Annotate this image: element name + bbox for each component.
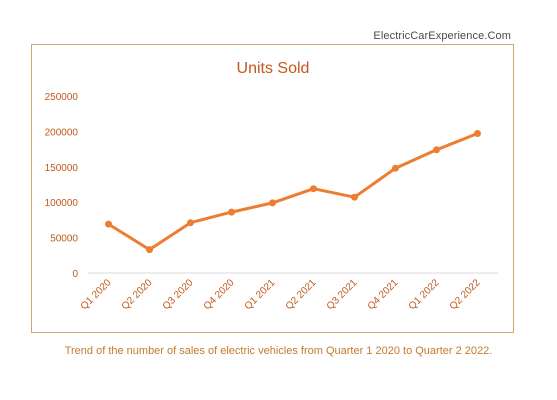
- y-tick-label: 250000: [45, 92, 79, 103]
- data-point: [228, 208, 235, 216]
- x-tick-label: Q4 2021: [366, 277, 401, 312]
- data-point: [187, 219, 194, 227]
- x-tick-label: Q1 2021: [243, 277, 278, 312]
- y-tick-label: 100000: [45, 198, 79, 209]
- chart-frame: [31, 44, 514, 333]
- x-tick-label: Q4 2020: [202, 277, 237, 312]
- x-tick-label: Q1 2022: [407, 277, 442, 312]
- chart-title: Units Sold: [237, 60, 310, 77]
- series-group: [105, 130, 481, 254]
- data-point: [433, 146, 440, 154]
- data-point: [392, 164, 399, 172]
- chart-caption: Trend of the number of sales of electric…: [64, 345, 493, 357]
- y-tick-label: 200000: [45, 127, 79, 138]
- data-point: [351, 193, 358, 201]
- series-line: [107, 132, 479, 252]
- data-point: [474, 130, 481, 137]
- x-tick-label: Q3 2021: [325, 277, 360, 312]
- y-tick-label: 0: [72, 269, 78, 280]
- x-tick-label: Q1 2020: [79, 277, 114, 312]
- data-point: [269, 199, 276, 207]
- data-point: [146, 246, 153, 254]
- data-point: [105, 220, 112, 228]
- site-label: ElectricCarExperience.Com: [373, 30, 511, 42]
- x-tick-label: Q2 2020: [120, 277, 155, 312]
- x-tick-label: Q3 2020: [161, 277, 196, 312]
- x-tick-label: Q2 2021: [284, 277, 319, 312]
- x-axis-ticks: Q1 2020 Q2 2020 Q3 2020 Q4 2020 Q1 2021 Q2 20…: [79, 277, 483, 312]
- data-point: [310, 185, 317, 193]
- y-tick-label: 50000: [50, 234, 78, 245]
- x-tick-label: Q2 2022: [448, 277, 483, 312]
- y-axis-ticks: 0 50000 100000 150000 200000 250000: [45, 92, 79, 280]
- y-tick-label: 150000: [45, 163, 79, 174]
